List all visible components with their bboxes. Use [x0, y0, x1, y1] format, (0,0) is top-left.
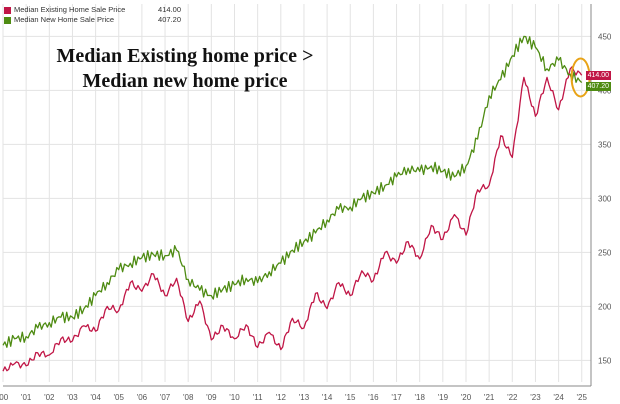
series-lines — [2, 35, 583, 372]
x-tick-label: '12 — [276, 393, 287, 402]
legend-label-new: Median New Home Sale Price — [14, 15, 115, 24]
y-tick-label: 300 — [598, 194, 612, 203]
x-tick-label: '07 — [160, 393, 171, 402]
series-line-new — [2, 35, 583, 348]
x-tick-label: '23 — [530, 393, 541, 402]
legend-swatch-new — [4, 16, 11, 24]
annotation-line-2: Median new home price — [82, 70, 288, 92]
legend-label-existing: Median Existing Home Sale Price — [14, 5, 126, 14]
gridlines — [2, 4, 591, 382]
x-tick-label: '25 — [577, 393, 588, 402]
x-tick-label: '02 — [44, 393, 55, 402]
x-tick-label: '15 — [345, 393, 356, 402]
x-tick-label: '13 — [299, 393, 310, 402]
x-tick-label: '10 — [229, 393, 240, 402]
last-value-tag-existing: 414.00 — [585, 71, 611, 80]
x-tick-label: '11 — [253, 393, 263, 402]
x-tick-label: '05 — [114, 393, 125, 402]
x-tick-label: '14 — [322, 393, 333, 402]
x-tick-label: '04 — [90, 393, 101, 402]
legend-value-existing: 414.00 — [158, 5, 181, 14]
x-tick-label: '17 — [391, 393, 402, 402]
x-tick-label: '24 — [553, 393, 564, 402]
x-tick-label: '22 — [507, 393, 518, 402]
annotation-line-1: Median Existing home price > — [56, 45, 314, 67]
legend-swatch-existing — [4, 6, 11, 14]
series-line-existing — [2, 66, 583, 372]
y-tick-label: 200 — [598, 302, 612, 311]
x-tick-label: '08 — [183, 393, 194, 402]
legend: Median Existing Home Sale Price 414.00 M… — [4, 5, 181, 25]
x-tick-label: '20 — [461, 393, 472, 402]
legend-value-new: 407.20 — [158, 15, 181, 24]
annotation-text: Median Existing home price > Median new … — [20, 44, 350, 94]
x-tick-label: '03 — [67, 393, 78, 402]
y-tick-label: 150 — [598, 356, 612, 365]
axes: 150200250300350400450'00'01'02'03'04'05'… — [0, 4, 612, 402]
x-tick-label: '09 — [206, 393, 217, 402]
y-tick-label: 350 — [598, 140, 612, 149]
x-tick-label: '19 — [438, 393, 449, 402]
y-tick-label: 450 — [598, 32, 612, 41]
x-tick-label: '00 — [0, 393, 9, 402]
legend-item-existing: Median Existing Home Sale Price 414.00 — [4, 5, 181, 15]
legend-item-new: Median New Home Sale Price 407.20 — [4, 15, 181, 25]
x-tick-label: '16 — [368, 393, 379, 402]
x-tick-label: '18 — [414, 393, 425, 402]
y-tick-label: 250 — [598, 248, 612, 257]
x-tick-label: '01 — [21, 393, 32, 402]
x-tick-label: '06 — [137, 393, 148, 402]
x-tick-label: '21 — [484, 393, 495, 402]
last-value-tag-new: 407.20 — [585, 82, 611, 91]
